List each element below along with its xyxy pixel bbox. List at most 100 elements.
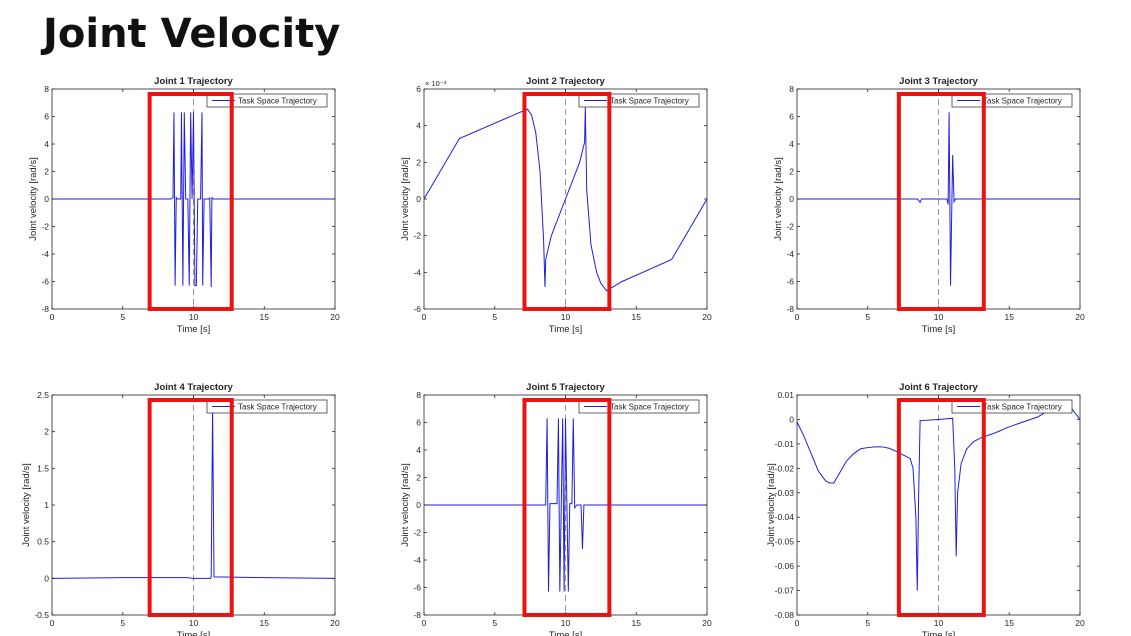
chart-title: Joint 4 Trajectory (154, 382, 233, 393)
x-tick-label: 0 (50, 312, 55, 322)
y-tick-label: 2.5 (37, 390, 49, 400)
x-tick-label: 20 (702, 312, 712, 322)
y-tick-label: -0.07 (775, 586, 795, 596)
x-axis-label: Time [s] (922, 630, 955, 636)
y-tick-label: 2 (416, 157, 421, 167)
y-tick-label: -6 (786, 277, 794, 287)
y-tick-label: 1.5 (37, 463, 49, 473)
x-tick-label: 10 (189, 618, 199, 628)
y-tick-label: 1 (44, 500, 49, 510)
x-tick-label: 10 (561, 312, 571, 322)
chart-title: Joint 3 Trajectory (899, 76, 978, 87)
series-line-1 (52, 112, 335, 288)
highlight-box (147, 398, 234, 617)
x-tick-label: 5 (865, 312, 870, 322)
x-tick-label: 15 (260, 312, 270, 322)
y-axis-label: Joint velocity [rad/s] (400, 157, 411, 240)
x-tick-label: 5 (120, 618, 125, 628)
x-tick-label: 5 (865, 618, 870, 628)
series-line-1 (424, 418, 707, 592)
x-tick-label: 15 (260, 618, 270, 628)
y-tick-label: 6 (44, 112, 49, 122)
series-line-1 (797, 403, 1080, 591)
y-tick-label: 0 (416, 194, 421, 204)
y-tick-label: 2 (789, 167, 794, 177)
y-tick-label: 8 (44, 84, 49, 94)
y-tick-label: 0 (44, 194, 49, 204)
chart-svg: 0 5 10 15 20 -0.08 -0.07 -0.06 -0.05 -0.04 -0.03 -0… (766, 382, 1085, 636)
chart-joint-6: 0 5 10 15 20 -0.08 -0.07 -0.06 -0.05 -0.04 -0.03 -0… (745, 376, 1110, 636)
chart-title: Joint 6 Trajectory (899, 382, 978, 393)
x-axis-label: Time [s] (549, 630, 582, 636)
x-tick-label: 15 (632, 312, 642, 322)
series-line-1 (52, 409, 335, 579)
y-tick-label: -6 (413, 304, 421, 314)
y-axis-label: Joint velocity [rad/s] (766, 463, 777, 546)
x-tick-label: 0 (795, 312, 800, 322)
x-tick-label: 15 (632, 618, 642, 628)
y-tick-label: 0 (44, 573, 49, 583)
x-axis-label: Time [s] (177, 324, 210, 335)
y-tick-label: 2 (44, 427, 49, 437)
chart-joint-1: 0 5 10 15 20 -8 -6 -4 -2 0 2 4 6 8 Joint 1 Trajectory T… (0, 70, 365, 335)
y-axis-label: Joint velocity [rad/s] (400, 463, 411, 546)
x-tick-label: 5 (120, 312, 125, 322)
legend-entry: Task Space Trajectory (610, 403, 689, 412)
chart-title: Joint 5 Trajectory (526, 382, 605, 393)
y-tick-label: 6 (789, 112, 794, 122)
x-tick-label: 20 (1075, 312, 1085, 322)
chart-joint-4: 0 5 10 15 20 -0.5 0 0.5 1 1.5 2 2.5 Joint 4 Trajecto… (0, 376, 365, 636)
y-tick-label: 2 (44, 167, 49, 177)
y-tick-label: -0.01 (775, 439, 795, 449)
y-tick-label: -6 (413, 583, 421, 593)
y-tick-label: -8 (413, 610, 421, 620)
y-tick-label: -8 (41, 304, 49, 314)
x-tick-label: 15 (1005, 618, 1015, 628)
y-tick-label: 8 (789, 84, 794, 94)
x-axis-label: Time [s] (177, 630, 210, 636)
y-tick-label: -2 (786, 222, 794, 232)
y-tick-label: -0.08 (775, 610, 795, 620)
legend-entry: Task Space Trajectory (238, 403, 317, 412)
y-tick-label: -0.02 (775, 463, 795, 473)
y-tick-label: -4 (786, 249, 794, 259)
chart-svg: 0 5 10 15 20 -8 -6 -4 -2 0 2 4 6 8 Joint 3 Trajectory T… (773, 76, 1085, 335)
highlight-box (147, 92, 234, 311)
highlight-box (522, 92, 612, 311)
y-tick-label: 8 (416, 390, 421, 400)
y-tick-label: -4 (413, 267, 421, 277)
chart-svg: 0 5 10 15 20 -8 -6 -4 -2 0 2 4 6 8 Joint 5 Trajectory T… (400, 382, 712, 636)
y-tick-label: 4 (44, 139, 49, 149)
x-tick-label: 10 (934, 312, 944, 322)
y-axis-label: Joint velocity [rad/s] (21, 463, 32, 546)
chart-title: Joint 1 Trajectory (154, 76, 233, 87)
y-tick-label: 0 (789, 194, 794, 204)
y-tick-label: 6 (416, 418, 421, 428)
x-axis-label: Time [s] (922, 324, 955, 335)
x-tick-label: 15 (1005, 312, 1015, 322)
y-tick-label: -0.05 (775, 537, 795, 547)
legend-box (206, 399, 328, 414)
y-tick-label: 0 (416, 500, 421, 510)
chart-joint-3: 0 5 10 15 20 -8 -6 -4 -2 0 2 4 6 8 Joint 3 Trajectory T… (745, 70, 1110, 335)
x-tick-label: 0 (422, 312, 427, 322)
legend: Task Space Trajectory (206, 399, 328, 414)
legend-box (206, 93, 328, 108)
highlight-box (522, 398, 612, 617)
y-tick-label: 0 (789, 414, 794, 424)
legend-entry: Task Space Trajectory (983, 97, 1062, 106)
x-tick-label: 5 (492, 312, 497, 322)
y-tick-label: -2 (413, 528, 421, 538)
y-tick-label: -2 (413, 231, 421, 241)
y-tick-label: -0.04 (775, 512, 795, 522)
chart-joint-2: 0 5 10 15 20 -6 -4 -2 0 2 4 6 × 10⁻³ Joint 2 Trajecto… (372, 70, 737, 335)
highlight-box (896, 398, 986, 617)
y-tick-label: -6 (41, 277, 49, 287)
x-tick-label: 20 (1075, 618, 1085, 628)
x-tick-label: 0 (422, 618, 427, 628)
chart-svg: 0 5 10 15 20 -6 -4 -2 0 2 4 6 × 10⁻³ Joint 2 Trajecto… (400, 76, 712, 335)
x-tick-label: 20 (330, 312, 340, 322)
y-tick-label: -8 (786, 304, 794, 314)
chart-svg: 0 5 10 15 20 -8 -6 -4 -2 0 2 4 6 8 Joint 1 Trajectory T… (28, 76, 340, 335)
x-tick-label: 20 (330, 618, 340, 628)
